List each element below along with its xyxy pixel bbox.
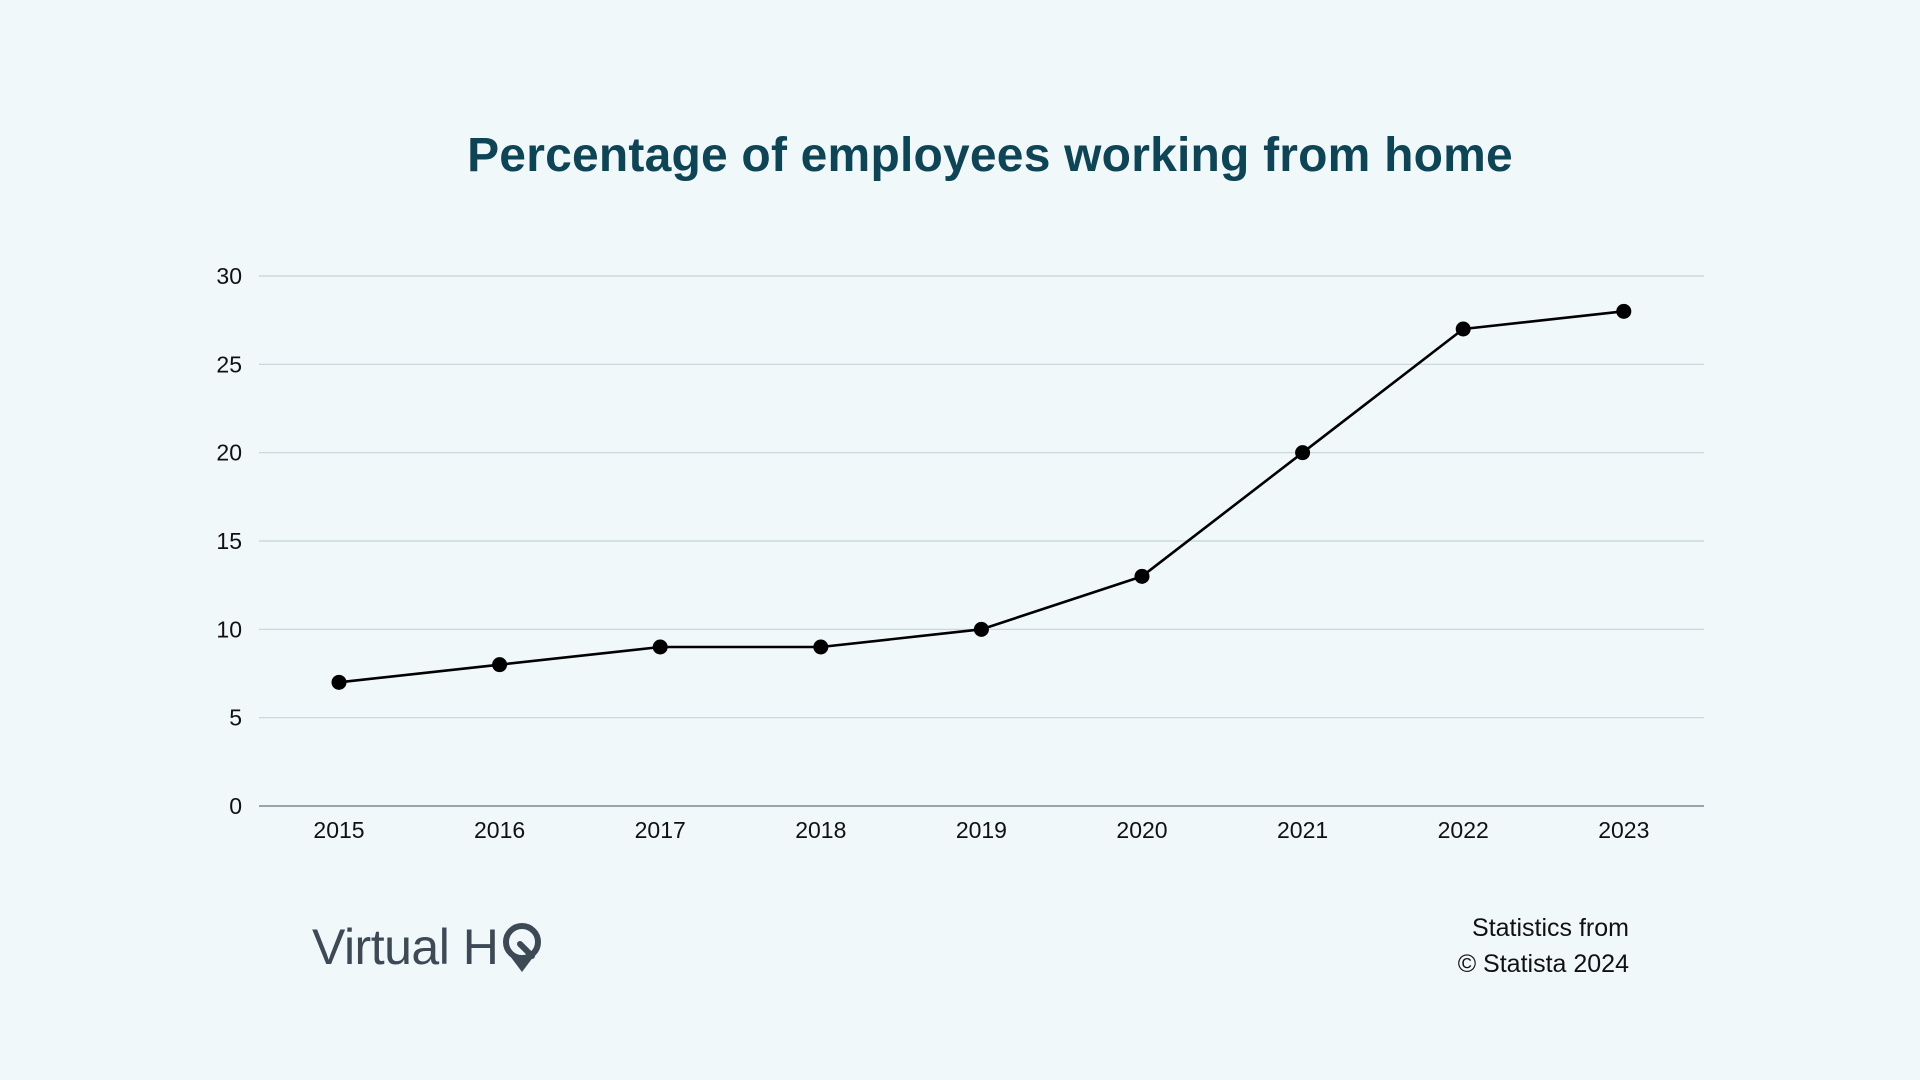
source-credit: Statistics from © Statista 2024	[1458, 910, 1629, 982]
data-point	[1616, 303, 1632, 319]
y-tick-label: 10	[216, 616, 242, 642]
credit-line-2: © Statista 2024	[1457, 950, 1629, 978]
data-point	[652, 639, 668, 655]
x-tick-label: 2018	[795, 817, 846, 843]
y-tick-label: 30	[216, 263, 242, 289]
data-point	[813, 639, 829, 655]
chart-title: Percentage of employees working from hom…	[467, 129, 1513, 182]
data-point	[973, 621, 989, 637]
x-tick-label: 2021	[1277, 817, 1328, 843]
x-tick-label: 2022	[1438, 817, 1489, 843]
y-tick-label: 0	[229, 793, 242, 819]
x-tick-label: 2023	[1598, 817, 1649, 843]
y-tick-label: 5	[229, 705, 242, 731]
y-tick-label: 15	[216, 528, 242, 554]
x-tick-label: 2020	[1116, 817, 1167, 843]
virtual-hq-logo: Virtual H	[312, 912, 544, 982]
x-tick-label: 2016	[474, 817, 525, 843]
data-point	[1295, 445, 1311, 461]
x-tick-label: 2017	[635, 817, 686, 843]
data-point	[492, 657, 508, 673]
data-point	[331, 674, 347, 690]
credit-line-1: Statistics from	[1472, 914, 1629, 942]
y-tick-label: 25	[216, 351, 242, 377]
logo-text: Virtual H	[312, 919, 499, 975]
location-pin-q-icon	[503, 923, 542, 972]
x-tick-label: 2015	[313, 817, 364, 843]
data-point	[1134, 568, 1150, 584]
x-tick-label: 2019	[956, 817, 1007, 843]
data-point	[1455, 321, 1471, 337]
y-tick-label: 20	[216, 440, 242, 466]
